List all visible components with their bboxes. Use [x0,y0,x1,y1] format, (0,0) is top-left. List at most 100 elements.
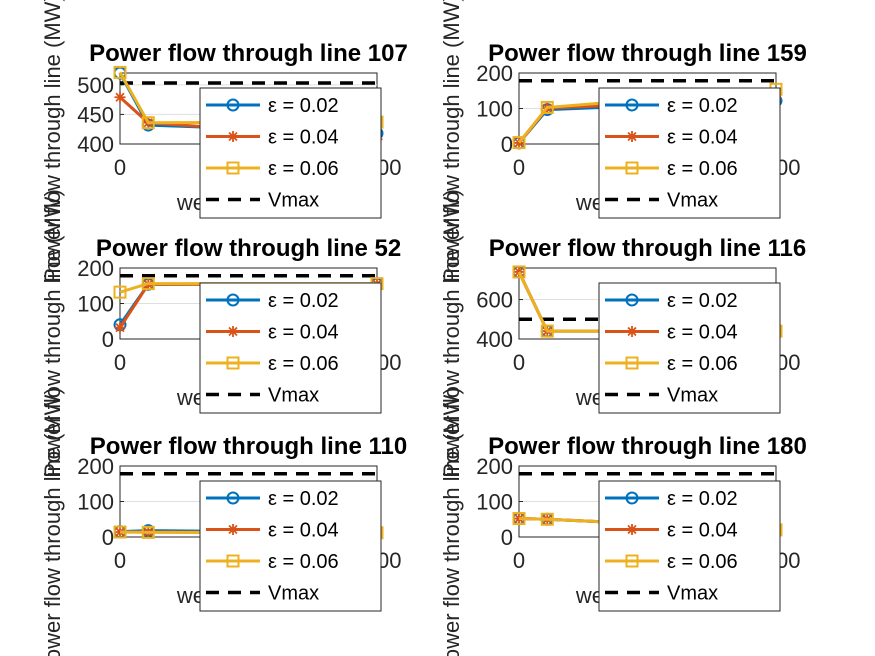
legend: ε = 0.02 ε = 0.04 ε = 0.06 Vmax [199,87,382,219]
legend-marker [226,356,240,370]
y-tick-label: 0 [102,525,114,550]
data-point [512,265,526,279]
legend-entry: ε = 0.02 [667,488,738,510]
y-axis-label: Power flow through line (MW) [439,387,464,656]
legend-entry: ε = 0.02 [268,488,339,510]
x-tick-label: 0 [513,548,525,573]
y-tick-label: 100 [77,292,114,317]
legend-marker [626,326,638,337]
legend: ε = 0.02 ε = 0.04 ε = 0.06 Vmax [598,282,781,414]
data-point [113,285,127,299]
legend-marker [227,326,239,337]
legend-marker [625,98,639,112]
legend-marker [625,293,639,307]
chart-title: Power flow through line 116 [489,235,806,262]
legend-entry: Vmax [268,385,319,407]
legend-marker [226,161,240,175]
y-tick-label: 100 [476,97,513,122]
y-tick-label: 200 [476,61,513,86]
legend-entry: ε = 0.06 [667,353,738,375]
y-tick-label: 200 [77,256,114,281]
subplot-2: 010020001000weight factor ρPower flow th… [439,0,807,283]
data-point [540,324,554,338]
x-tick-label: 0 [114,155,126,180]
subplot-3: 010020001000weight factor ρPower flow th… [40,189,401,478]
legend: ε = 0.02 ε = 0.04 ε = 0.06 Vmax [598,480,781,612]
legend-entry: ε = 0.04 [268,322,339,344]
legend-marker [625,554,639,568]
legend-entry: Vmax [667,190,718,212]
y-tick-label: 450 [77,102,114,127]
data-point [114,322,126,334]
y-tick-label: 400 [476,327,513,352]
data-point [513,266,525,278]
legend-entry: Vmax [268,583,319,605]
subplot-5: 010020001000weight factor ρPower flow th… [40,387,407,656]
legend-entry: Vmax [667,385,718,407]
data-point [512,512,526,526]
x-tick-label: 0 [513,155,525,180]
y-tick-label: 0 [102,327,114,352]
legend-entry: ε = 0.06 [667,551,738,573]
legend-entry: ε = 0.02 [268,290,339,312]
chart-title: Power flow through line 180 [488,433,807,460]
y-tick-label: 100 [77,490,114,515]
x-tick-label: 0 [513,350,525,375]
y-axis-label: Power flow through line (MW) [40,189,65,478]
chart-title: Power flow through line 52 [96,235,401,262]
data-point [141,277,155,291]
legend-entry: ε = 0.06 [667,158,738,180]
legend-entry: ε = 0.04 [268,127,339,149]
legend-entry: ε = 0.06 [268,353,339,375]
y-axis-label: Power flow through line (MW) [439,189,464,478]
x-tick-label: 0 [114,548,126,573]
legend-marker [625,161,639,175]
legend-marker [226,491,240,505]
legend-marker [625,356,639,370]
legend-marker [626,524,638,535]
y-axis-label: Power flow through line (MW) [40,387,65,656]
legend-entry: ε = 0.04 [667,520,738,542]
subplot-4: 40060001000weight factor ρPower flow thr… [439,189,806,478]
legend-marker [226,554,240,568]
legend-entry: ε = 0.06 [268,551,339,573]
data-point [114,91,126,103]
legend-marker [626,131,638,142]
subplot-1: 40045050001000weight factor ρPower flow … [40,0,408,283]
data-point [512,136,526,150]
y-tick-label: 200 [77,454,114,479]
y-tick-label: 500 [77,73,114,98]
subplot-6: 010020001000weight factor ρPower flow th… [439,387,807,656]
legend-marker [227,524,239,535]
data-point [540,512,554,526]
legend-entry: ε = 0.02 [268,95,339,117]
data-point [113,65,127,79]
data-point [141,525,155,539]
legend-marker [226,98,240,112]
legend-entry: ε = 0.04 [667,322,738,344]
legend-entry: ε = 0.06 [268,158,339,180]
legend-marker [226,293,240,307]
legend: ε = 0.02 ε = 0.04 ε = 0.06 Vmax [199,480,382,612]
legend-entry: Vmax [667,583,718,605]
legend-entry: ε = 0.02 [667,95,738,117]
data-point [540,100,554,114]
y-tick-label: 0 [501,525,513,550]
y-axis-label: Power flow through line (MW) [439,0,464,283]
chart-title: Power flow through line 107 [89,40,408,67]
legend-entry: ε = 0.02 [667,290,738,312]
x-tick-label: 0 [114,350,126,375]
y-tick-label: 400 [77,132,114,157]
legend-marker [625,491,639,505]
y-axis-label: Power flow through line (MW) [40,0,65,283]
data-point [513,137,525,149]
y-tick-label: 100 [476,490,513,515]
y-tick-label: 200 [476,454,513,479]
y-tick-label: 600 [476,288,513,313]
legend-entry: ε = 0.04 [667,127,738,149]
legend-entry: ε = 0.04 [268,520,339,542]
data-point [141,116,155,130]
legend-marker [227,131,239,142]
legend: ε = 0.02 ε = 0.04 ε = 0.06 Vmax [199,282,382,414]
